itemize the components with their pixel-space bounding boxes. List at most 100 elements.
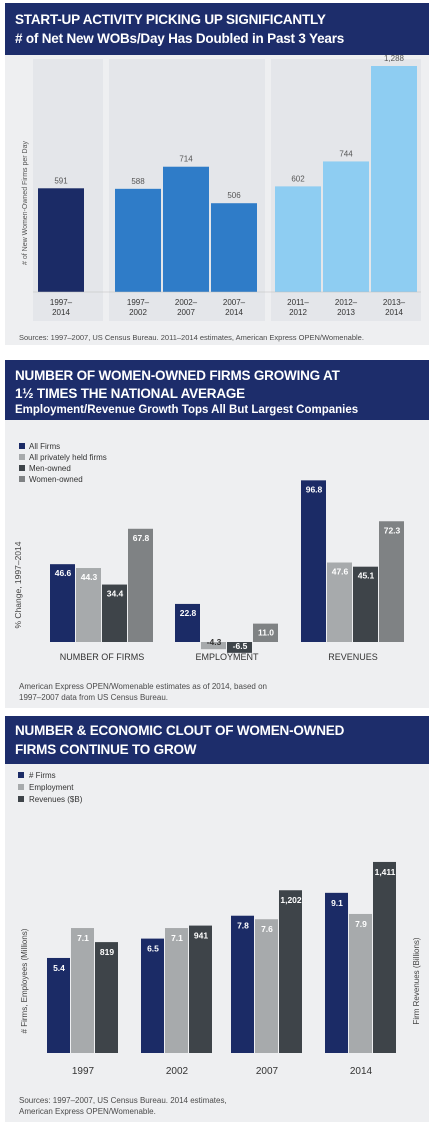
x-tick-label: 2014 [350,1066,373,1077]
data-label: 5.4 [53,963,65,973]
bar [275,186,321,292]
source-note-line2: American Express OPEN/Womenable. [19,1107,156,1116]
data-label: 72.3 [384,525,401,535]
bar [71,928,94,1053]
data-label: 34.4 [107,589,124,599]
data-label: 7.6 [261,924,273,934]
bar [175,603,200,642]
legend-label: # Firms [29,771,56,780]
panel-header: NUMBER & ECONOMIC CLOUT OF WOMEN-OWNED F… [5,716,429,764]
data-label: 7.9 [355,919,367,929]
data-label: 1,411 [375,867,396,877]
x-tick-label: 2014 [52,308,70,317]
chart-title-line2: 1½ TIMES THE NATIONAL AVERAGE [15,386,245,401]
data-label: 46.6 [55,568,72,578]
x-tick-label: 2007– [223,298,246,307]
bar [373,861,396,1053]
x-tick-label: 1997– [127,298,150,307]
chart-title: START-UP ACTIVITY PICKING UP SIGNIFICANT… [15,12,326,27]
data-label: -6.5 [233,641,248,651]
bar [349,913,372,1053]
bar [325,892,348,1053]
x-tick-label: 1997– [50,298,73,307]
legend-swatch [18,796,24,802]
data-label: 714 [179,155,193,164]
bar-chart-growth: All Firms All privately held firms Men-own… [13,442,404,662]
bar [255,919,278,1053]
data-label: 7.1 [171,933,183,943]
bar [211,203,257,292]
data-label: 44.3 [81,572,98,582]
x-tick-label: 2014 [385,308,403,317]
x-tick-label: REVENUES [328,652,378,662]
x-tick-label: 2013 [337,308,355,317]
panel-header: START-UP ACTIVITY PICKING UP SIGNIFICANT… [5,3,429,55]
x-tick-label: 2007 [177,308,195,317]
source-note-line1: American Express OPEN/Womenable estimate… [19,682,267,691]
source-note-line2: 1997–2007 data from US Census Bureau. [19,693,168,702]
legend-swatch [19,465,25,471]
data-label: 1,288 [384,54,405,63]
bar [47,957,70,1053]
data-label: 602 [291,174,305,183]
x-tick-label: 2012 [289,308,307,317]
legend-label: Employment [29,783,74,792]
chart-subtitle: # of Net New WOBs/Day Has Doubled in Pas… [15,31,345,46]
data-label: 96.8 [306,484,323,494]
data-label: -4.3 [207,637,222,647]
x-tick-label: 2011– [287,298,309,307]
bar [165,928,188,1053]
chart-panel-startup-activity: START-UP ACTIVITY PICKING UP SIGNIFICANT… [5,3,429,345]
legend-swatch [19,476,25,482]
data-label: 941 [194,931,208,941]
data-label: 7.1 [77,933,89,943]
chart-panel-growth: NUMBER OF WOMEN-OWNED FIRMS GROWING AT 1… [5,360,429,708]
data-label: 588 [131,177,145,186]
data-label: 45.1 [358,571,375,581]
x-tick-label: 2002 [129,308,147,317]
legend-label: Women-owned [29,475,83,484]
data-label: 11.0 [258,628,274,638]
chart-title: NUMBER & ECONOMIC CLOUT OF WOMEN-OWNED [15,723,345,738]
x-tick-label: 2012– [335,298,358,307]
x-tick-label: EMPLOYMENT [195,652,259,662]
bar [38,188,84,292]
bar [102,584,127,642]
legend-swatch [18,784,24,790]
chart-subtitle: Employment/Revenue Growth Tops All But L… [15,404,359,416]
x-tick-label: 2013– [383,298,406,307]
legend-swatch [18,772,24,778]
chart-title: NUMBER OF WOMEN-OWNED FIRMS GROWING AT [15,368,340,383]
bar [279,890,302,1053]
legend-label: All Firms [29,442,60,451]
bar [189,925,212,1053]
bar [50,564,75,642]
bar [379,521,404,642]
data-label: 506 [227,191,241,200]
legend-swatch [19,454,25,460]
bar [95,942,118,1053]
bar [128,528,153,642]
data-label: 1,202 [280,895,302,905]
bar [253,623,278,642]
data-label: 7.8 [237,921,249,931]
chart-panel-economic-clout: NUMBER & ECONOMIC CLOUT OF WOMEN-OWNED F… [5,716,429,1122]
bar [371,66,417,292]
data-label: 591 [54,176,68,185]
bar [353,566,378,642]
x-tick-label: 1997 [72,1066,95,1077]
bar [115,188,161,292]
bar [163,166,209,292]
bar [76,568,101,642]
bar [201,642,226,650]
bar [301,480,326,642]
y-axis-label: # of New Women-Owned Firms per Day [22,141,29,265]
x-tick-label: NUMBER OF FIRMS [60,652,145,662]
data-label: 67.8 [133,533,150,543]
data-label: 6.5 [147,944,159,954]
bar [323,161,369,292]
y-axis-label-right: Firm Revenues (Billions) [412,937,421,1024]
source-note: Sources: 1997–2007, US Census Bureau. 20… [19,333,364,342]
panel-header: NUMBER OF WOMEN-OWNED FIRMS GROWING AT 1… [5,360,429,420]
bar-chart-startup: 5911997–20145881997–20027142002–20075062… [22,54,421,321]
